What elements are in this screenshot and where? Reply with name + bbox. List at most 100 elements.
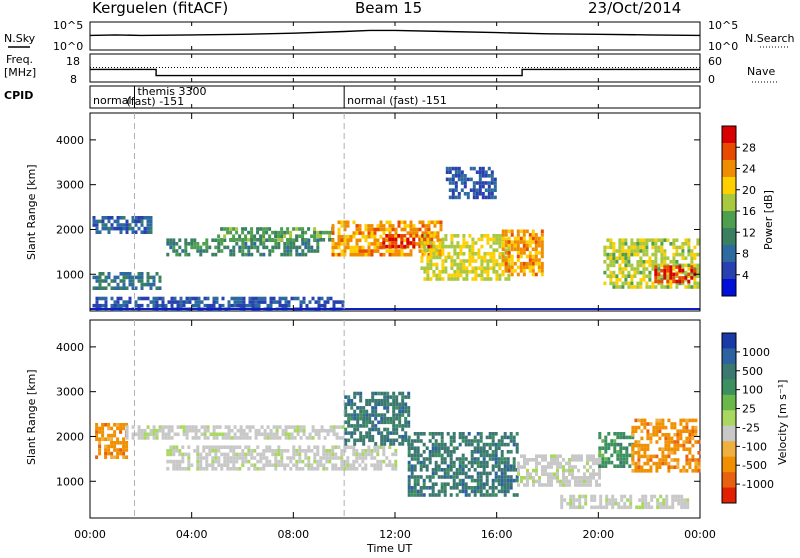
power-cell [421, 220, 425, 225]
power-cell [660, 252, 664, 257]
velocity-colorbar-tick-label: 500 [742, 365, 763, 378]
power-cell [343, 224, 347, 228]
velocity-cell [410, 442, 414, 447]
time-tick-label: 04:00 [176, 528, 208, 541]
velocity-cell [572, 494, 576, 499]
velocity-cell [674, 494, 678, 499]
velocity-cell [637, 454, 641, 459]
power-cell [238, 249, 242, 253]
power-cell [460, 181, 464, 185]
power-cell [361, 234, 365, 239]
velocity-cell [673, 443, 677, 448]
velocity-cell [353, 424, 357, 428]
velocity-cell [485, 442, 489, 447]
velocity-cell [631, 433, 635, 437]
power-cell [316, 230, 320, 235]
velocity-cell [355, 467, 359, 471]
power-cell [663, 252, 667, 257]
power-cell [498, 273, 502, 278]
power-cell [480, 244, 484, 249]
power-cell [382, 241, 386, 245]
velocity-cell [458, 442, 462, 447]
power-cell [373, 242, 377, 246]
power-cell [678, 265, 682, 269]
velocity-cell [404, 438, 408, 443]
velocity-cell [224, 432, 228, 437]
velocity-cell [175, 445, 179, 449]
power-cell [510, 233, 514, 237]
velocity-cell [449, 475, 453, 479]
velocity-cell [370, 452, 374, 457]
power-cell [166, 242, 170, 246]
velocity-cell [571, 476, 574, 480]
power-cell [516, 265, 520, 270]
power-cell [322, 238, 326, 242]
velocity-cell [407, 493, 411, 497]
velocity-cell [371, 427, 375, 432]
velocity-cell [610, 442, 614, 447]
power-cell [334, 242, 338, 246]
power-cell [519, 251, 523, 255]
velocity-cell [419, 432, 423, 436]
power-cell [471, 270, 475, 274]
velocity-cell [500, 450, 504, 454]
velocity-cell [395, 438, 399, 443]
power-cell [248, 296, 252, 301]
velocity-cell [295, 463, 299, 467]
velocity-cell [431, 475, 435, 479]
power-cell [385, 244, 389, 249]
velocity-cell [185, 432, 189, 437]
power-cell [211, 238, 215, 242]
velocity-cell [296, 425, 300, 429]
velocity-cell [404, 416, 408, 421]
velocity-cell [440, 475, 444, 479]
power-cell [391, 227, 395, 232]
velocity-cell [167, 432, 171, 437]
velocity-cell [473, 489, 477, 494]
power-cell [247, 238, 251, 242]
power-cell [170, 303, 174, 308]
velocity-cell [233, 436, 237, 440]
velocity-cell [416, 450, 420, 454]
velocity-cell [379, 445, 383, 449]
power-y-tick-label: 2000 [56, 223, 84, 236]
velocity-cell [688, 440, 692, 444]
velocity-cell [452, 432, 456, 436]
power-cell [645, 281, 649, 286]
power-cell [651, 245, 655, 250]
power-cell [226, 230, 230, 235]
velocity-cell [386, 398, 390, 403]
power-cell [657, 274, 661, 278]
power-cell [149, 219, 153, 224]
velocity-cell [284, 425, 288, 429]
velocity-cell [541, 465, 544, 469]
power-cell [370, 242, 374, 246]
power-cell [125, 226, 129, 231]
power-cell [161, 303, 165, 308]
power-cell [471, 259, 475, 263]
velocity-cell [196, 463, 200, 467]
power-cell [251, 296, 255, 301]
power-cell [487, 174, 491, 178]
velocity-cell [479, 475, 483, 479]
velocity-cell [350, 406, 354, 410]
velocity-cell [604, 450, 608, 454]
velocity-cell [664, 443, 668, 448]
power-cell [205, 245, 209, 250]
velocity-cell [628, 435, 632, 440]
power-cell [465, 244, 469, 249]
velocity-cell [368, 434, 372, 439]
power-cell [340, 252, 344, 257]
power-cell [400, 237, 404, 242]
velocity-cell [101, 430, 105, 434]
power-cell [492, 270, 496, 274]
velocity-cell [662, 505, 666, 510]
power-cell [663, 260, 667, 264]
velocity-cell [275, 425, 279, 429]
power-cell [439, 249, 443, 253]
velocity-cell [673, 422, 677, 426]
power-cell [693, 252, 697, 257]
velocity-cell [391, 463, 395, 467]
power-cell [495, 262, 499, 267]
power-cell [636, 260, 640, 264]
